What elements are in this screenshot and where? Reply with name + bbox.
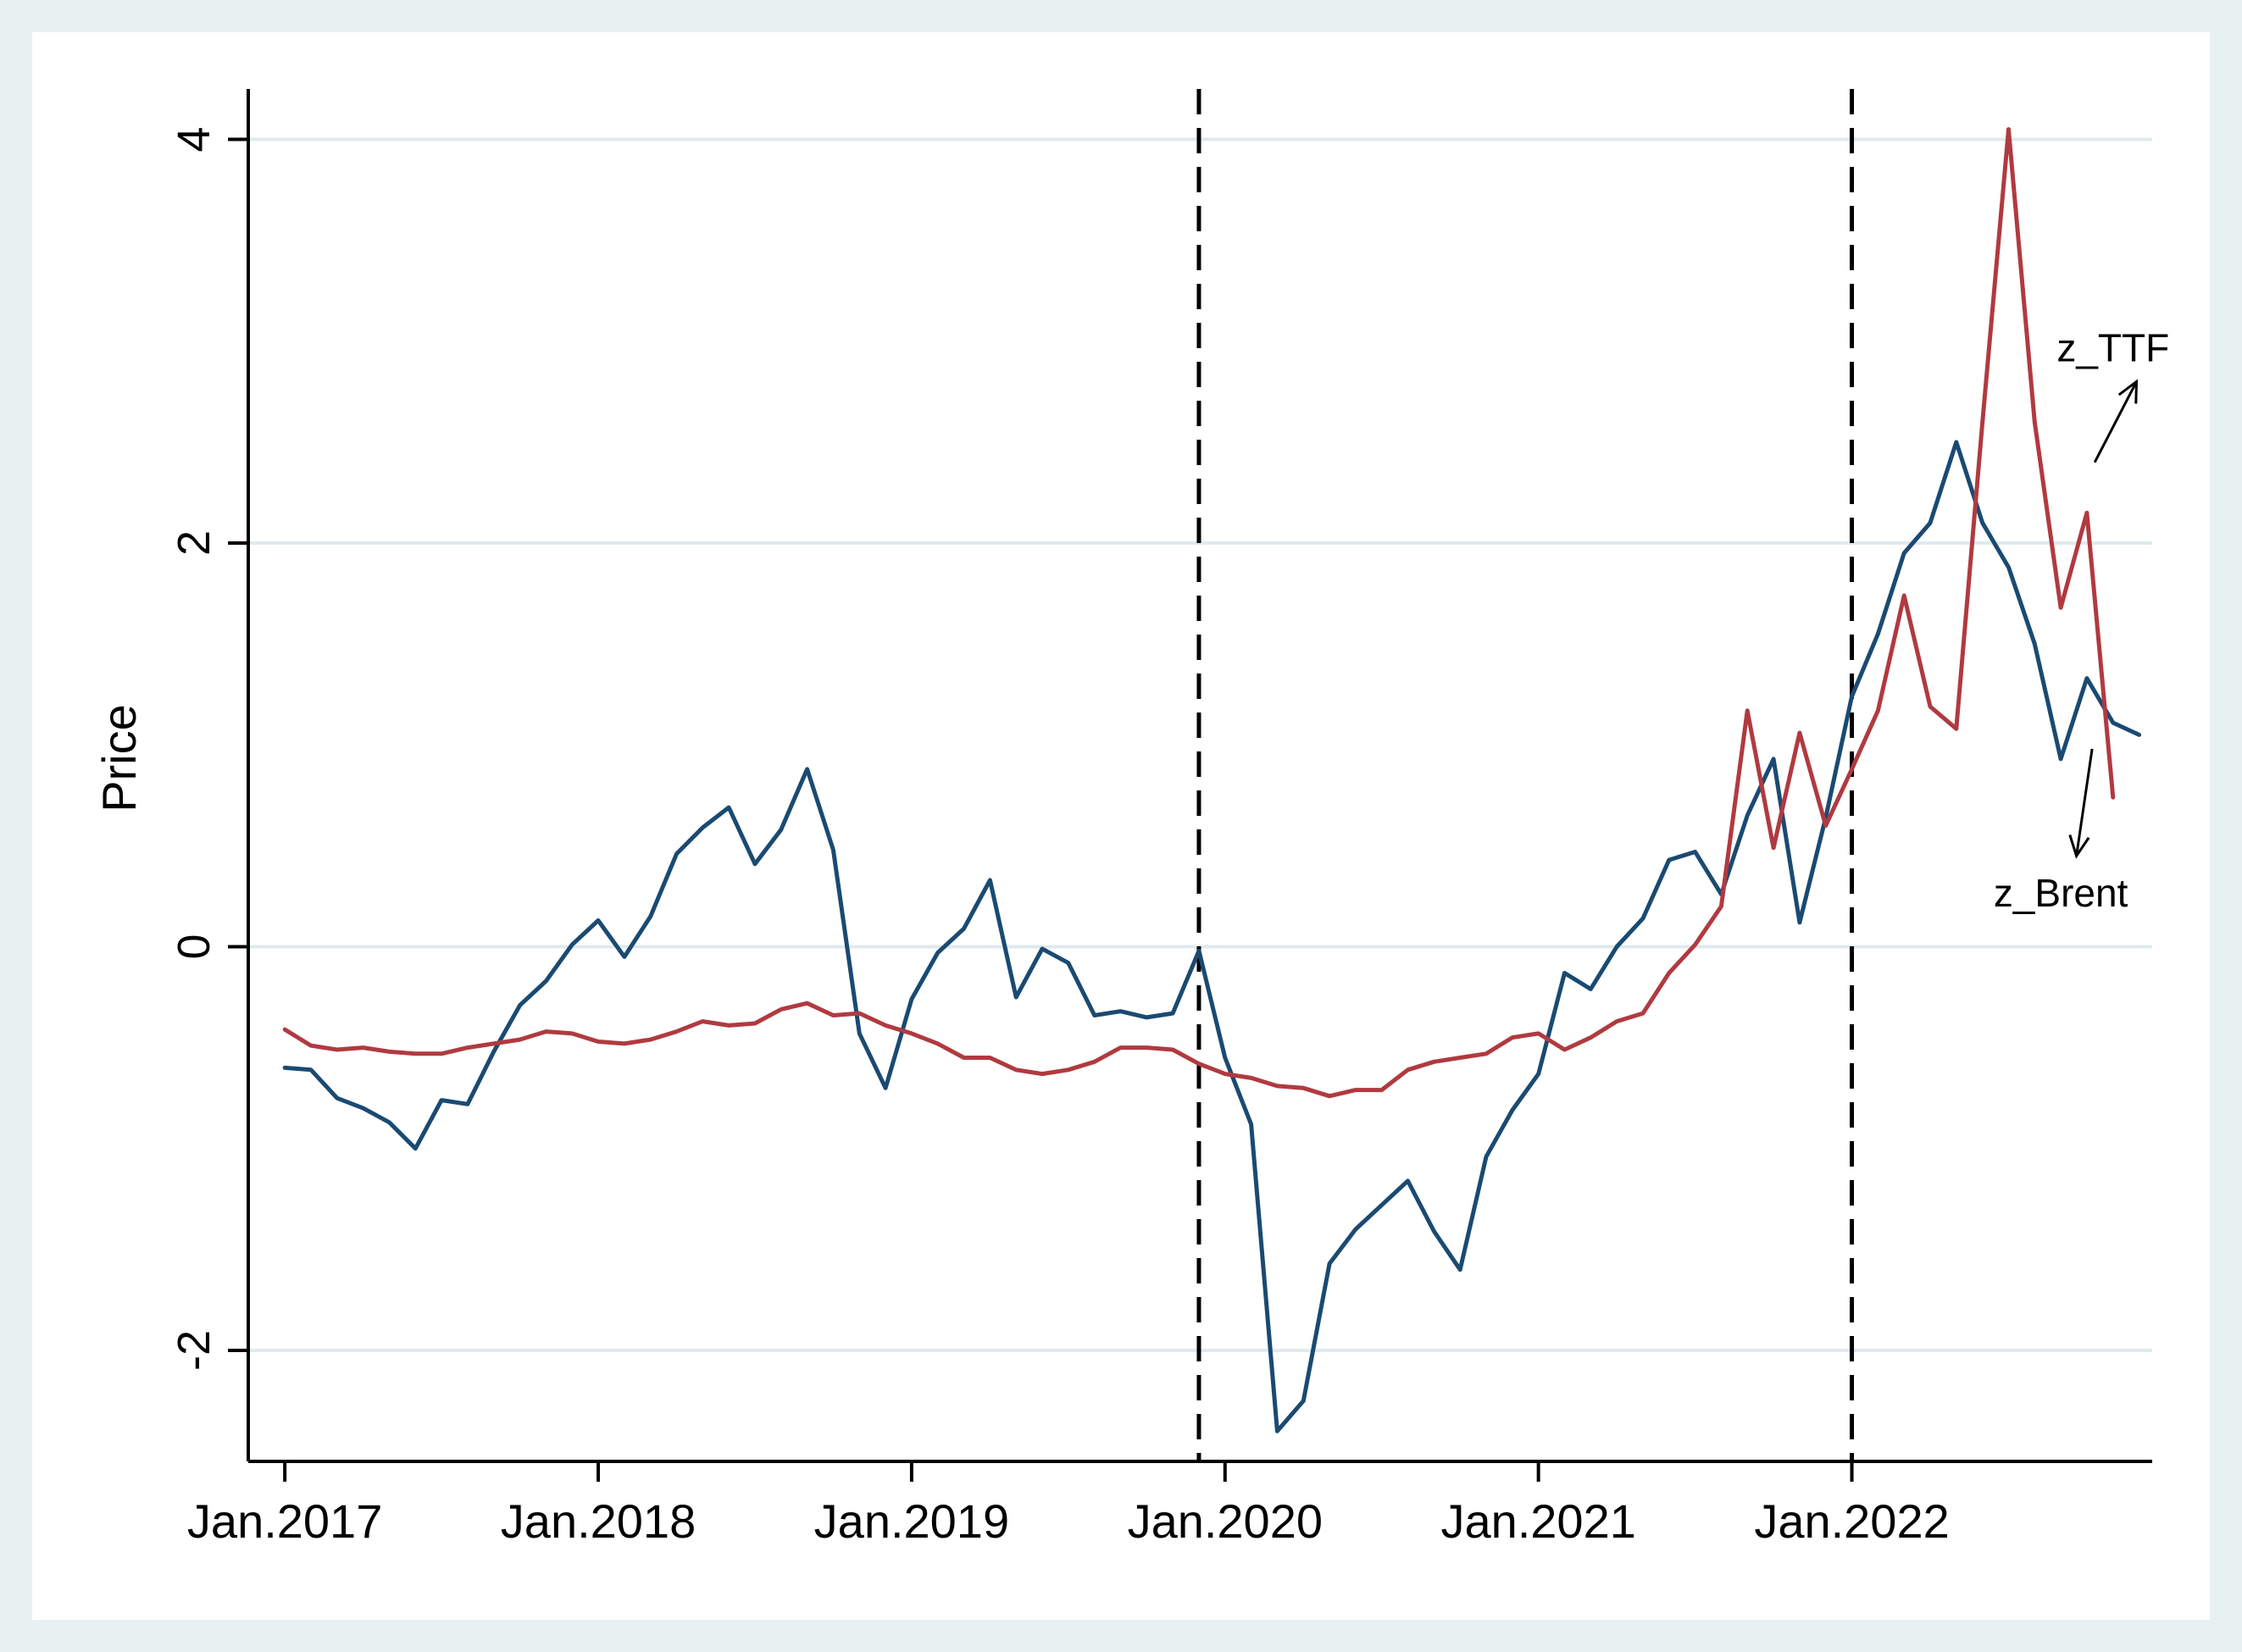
series-line-z-brent [282, 440, 2142, 1433]
plot-background [32, 32, 2210, 1620]
axes [247, 89, 2152, 1463]
y-tick-label: -2 [169, 1330, 219, 1371]
y-axis-label: Price [92, 704, 146, 812]
x-tick-label: Jan.2019 [814, 1494, 1009, 1548]
annotation-arrow-z-ttf [2093, 379, 2139, 463]
data-series [282, 127, 2142, 1433]
annotation-arrow-z-brent [2068, 748, 2094, 859]
x-ticks: Jan.2017 Jan.2018 Jan.2019 Jan.2020 Jan.2021… [187, 1461, 1950, 1548]
series-line-z-ttf [282, 127, 2116, 1099]
annotations: z_TTF z_Brent [1994, 326, 2169, 915]
x-tick-label: Jan.2017 [187, 1494, 382, 1548]
y-tick-label: 2 [169, 530, 219, 556]
x-tick-label: Jan.2021 [1440, 1494, 1635, 1548]
x-tick-label: Jan.2020 [1128, 1494, 1323, 1548]
annotation-label-z-ttf: z_TTF [2056, 326, 2169, 370]
y-ticks: -2 0 2 4 [169, 127, 248, 1371]
reference-lines [1196, 89, 1855, 1461]
y-tick-label: 0 [169, 934, 219, 959]
y-tick-label: 4 [169, 127, 219, 152]
x-tick-label: Jan.2018 [501, 1494, 696, 1548]
annotation-label-z-brent: z_Brent [1994, 871, 2128, 915]
x-tick-label: Jan.2022 [1754, 1494, 1949, 1548]
